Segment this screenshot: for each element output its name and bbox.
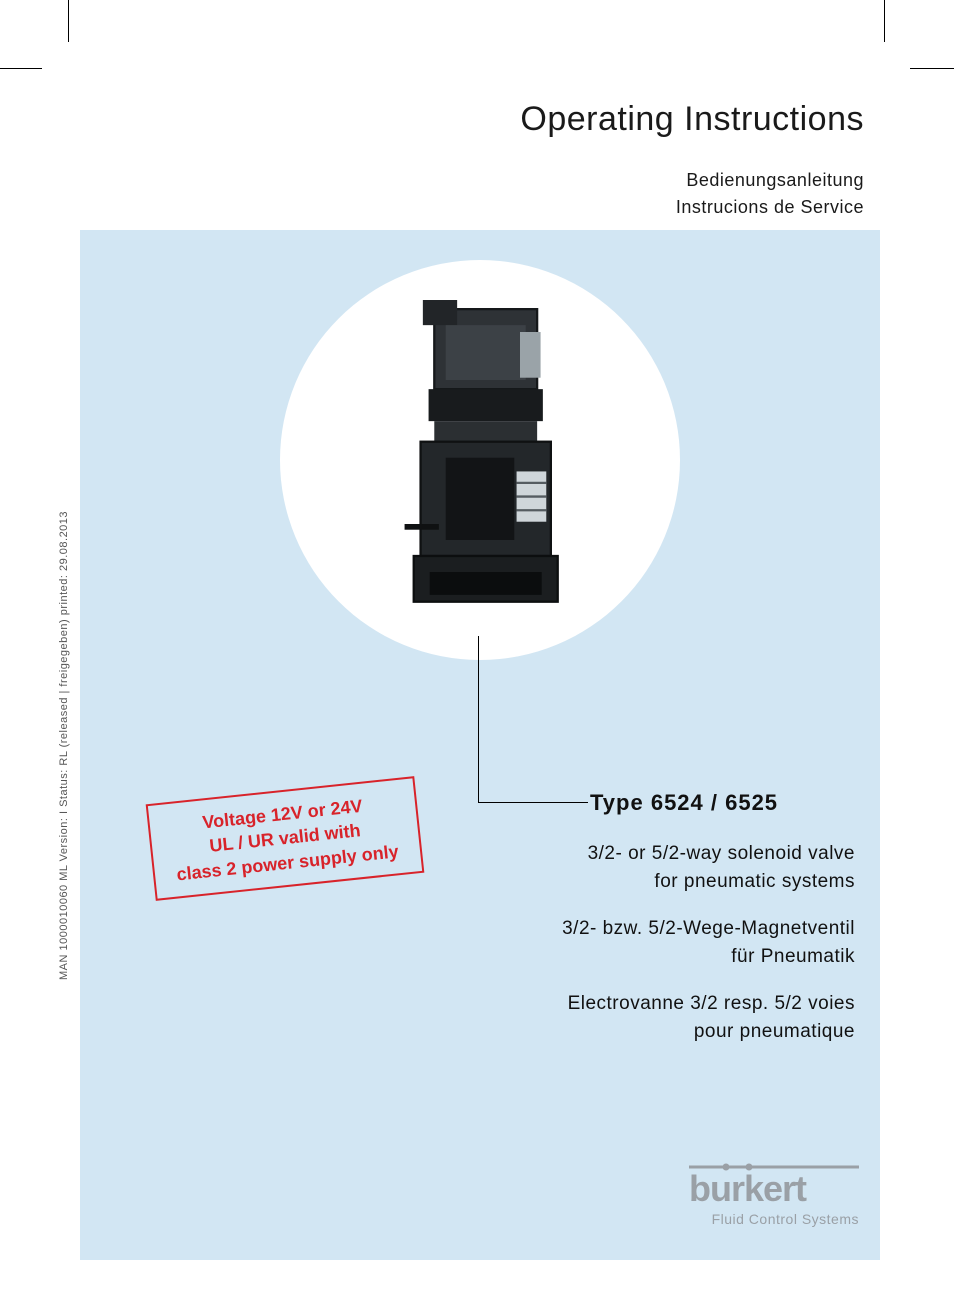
brand-logo: burkert Fluid Control Systems: [689, 1161, 859, 1227]
description-block: 3/2- or 5/2-way solenoid valve for pneum…: [460, 840, 855, 1065]
desc-de-l2: für Pneumatik: [731, 946, 855, 967]
crop-mark: [910, 68, 954, 69]
desc-en-l2: for pneumatic systems: [654, 871, 855, 892]
desc-de-l1: 3/2- bzw. 5/2-Wege-Magnetventil: [562, 918, 855, 939]
doc-meta: MAN 1000010060 ML Version: I Status: RL …: [58, 511, 70, 980]
desc-en-l1: 3/2- or 5/2-way solenoid valve: [588, 843, 855, 864]
crop-mark: [0, 68, 42, 69]
leader-line: [478, 636, 479, 802]
brand-tagline: Fluid Control Systems: [689, 1211, 859, 1227]
crop-mark: [884, 0, 885, 42]
crop-mark: [68, 0, 69, 42]
desc-fr-l1: Electrovanne 3/2 resp. 5/2 voies: [568, 993, 855, 1014]
product-image-circle: [280, 260, 680, 660]
burkert-logo-icon: burkert: [689, 1161, 859, 1209]
header: Operating Instructions Bedienungsanleitu…: [80, 100, 864, 221]
valve-icon: [340, 300, 620, 620]
desc-de: 3/2- bzw. 5/2-Wege-Magnetventil für Pneu…: [460, 915, 855, 970]
desc-fr-l2: pour pneumatique: [694, 1021, 855, 1042]
page-title: Operating Instructions: [80, 100, 864, 139]
leader-line: [478, 802, 588, 803]
type-label: Type 6524 / 6525: [590, 790, 778, 816]
subtitle-de: Bedienungsanleitung: [80, 167, 864, 194]
desc-en: 3/2- or 5/2-way solenoid valve for pneum…: [460, 840, 855, 895]
desc-fr: Electrovanne 3/2 resp. 5/2 voies pour pn…: [460, 990, 855, 1045]
subtitles: Bedienungsanleitung Instrucions de Servi…: [80, 167, 864, 221]
svg-text:burkert: burkert: [689, 1168, 807, 1209]
subtitle-fr: Instrucions de Service: [80, 194, 864, 221]
